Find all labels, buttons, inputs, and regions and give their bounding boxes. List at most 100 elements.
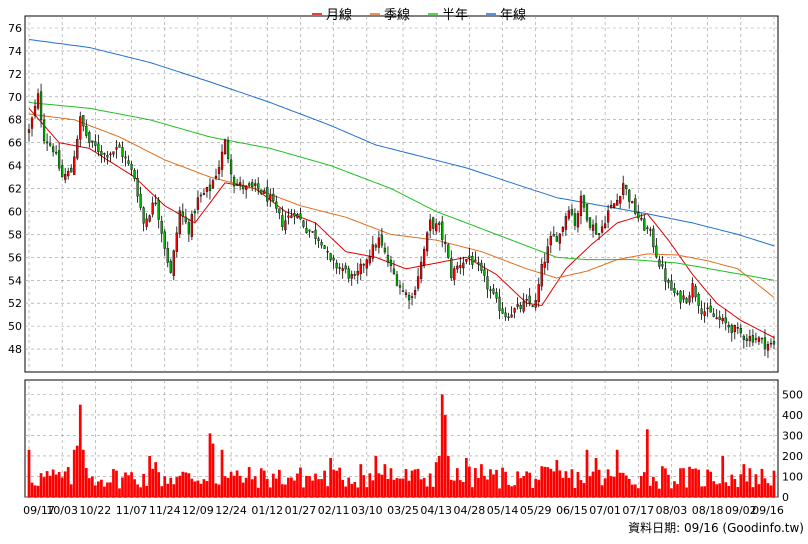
candle-144 — [462, 256, 465, 276]
volume-bar-233 — [730, 474, 734, 497]
volume-bar-25 — [103, 486, 106, 497]
candle-body — [106, 154, 109, 158]
candle-body — [429, 219, 432, 231]
candle-body — [61, 165, 64, 177]
candle-body — [570, 209, 574, 215]
candle-139 — [447, 243, 450, 259]
candle-body — [169, 260, 172, 273]
volume-bar-190 — [600, 485, 604, 497]
candle-body — [305, 227, 308, 233]
candle-body — [217, 167, 221, 174]
candle-body — [100, 151, 103, 156]
candle-body — [658, 259, 661, 267]
candle-body — [190, 214, 194, 237]
volume-bars — [27, 394, 776, 497]
candle-body — [398, 285, 402, 288]
candle-226 — [709, 298, 712, 313]
candle-33 — [127, 155, 130, 166]
volume-bar-26 — [106, 482, 109, 497]
candle-body — [537, 284, 540, 302]
volume-bar-177 — [561, 477, 565, 497]
volume-bar-209 — [658, 488, 661, 497]
candle-173 — [549, 231, 552, 254]
candle-body — [619, 196, 622, 204]
candle-209 — [658, 255, 661, 270]
volume-bar-162 — [516, 471, 519, 497]
volume-bar-87 — [290, 477, 293, 497]
candle-body — [278, 208, 281, 214]
volume-bar-152 — [486, 479, 489, 497]
price-tick-label: 70 — [8, 91, 22, 104]
candlesticks — [27, 83, 776, 359]
candle-body — [733, 325, 736, 333]
volume-bar-132 — [425, 486, 429, 497]
volume-bar-164 — [522, 476, 526, 497]
volume-bar-185 — [585, 449, 589, 497]
candle-170 — [540, 258, 543, 291]
volume-bar-215 — [676, 484, 679, 497]
candle-194 — [613, 203, 616, 209]
candle-body — [413, 290, 417, 295]
candle-body — [172, 250, 175, 276]
volume-bar-143 — [458, 480, 462, 497]
volume-bar-212 — [667, 474, 670, 497]
candle-body — [462, 262, 465, 269]
candle-174 — [552, 226, 555, 237]
volume-bar-98 — [323, 470, 326, 497]
candle-208 — [655, 238, 658, 259]
volume-bar-175 — [555, 460, 559, 497]
candle-40 — [148, 214, 151, 223]
candle-body — [124, 156, 127, 159]
candle-197 — [622, 175, 625, 200]
candle-48 — [172, 249, 175, 281]
volume-bar-243 — [760, 468, 764, 497]
volume-bar-129 — [416, 468, 420, 497]
price-tick-label: 64 — [8, 160, 22, 173]
volume-bar-197 — [621, 472, 625, 497]
candle-body — [727, 324, 730, 328]
candle-103 — [338, 263, 341, 275]
candle-7 — [48, 136, 52, 147]
volume-bar-110 — [359, 464, 363, 497]
date-tick-label: 09/02 — [725, 504, 757, 517]
candle-body — [631, 201, 634, 204]
candle-2 — [33, 99, 37, 119]
candle-body — [67, 170, 70, 177]
volume-bar-93 — [308, 476, 311, 497]
candle-133 — [429, 213, 432, 239]
volume-bar-194 — [612, 476, 616, 497]
volume-bar-172 — [546, 467, 550, 497]
volume-bar-33 — [127, 475, 130, 497]
candle-body — [139, 193, 142, 208]
volume-bar-8 — [51, 469, 55, 497]
volume-bar-57 — [199, 483, 203, 497]
candle-89 — [296, 212, 299, 219]
candle-52 — [184, 208, 187, 225]
candle-213 — [670, 274, 673, 291]
candle-body — [591, 224, 595, 231]
candle-body — [410, 296, 414, 298]
volume-bar-208 — [655, 481, 658, 497]
candle-176 — [558, 232, 561, 251]
candle-body — [561, 226, 565, 232]
candle-body — [392, 268, 396, 274]
volume-bar-35 — [133, 479, 136, 497]
candle-body — [697, 294, 700, 306]
candle-body — [435, 223, 438, 232]
candle-95 — [314, 222, 317, 245]
candle-body — [676, 292, 679, 295]
candle-38 — [142, 206, 145, 232]
candle-245 — [766, 341, 770, 359]
candle-178 — [564, 212, 568, 237]
volume-bar-45 — [163, 476, 167, 497]
volume-bar-81 — [271, 473, 275, 497]
candle-body — [763, 337, 767, 349]
candle-152 — [486, 270, 489, 298]
date-tick-label: 12/09 — [182, 504, 214, 517]
candle-body — [609, 204, 613, 209]
volume-bar-134 — [431, 486, 435, 497]
volume-bar-246 — [769, 485, 773, 497]
volume-bar-180 — [570, 469, 574, 497]
candle-175 — [555, 231, 558, 242]
volume-bar-47 — [169, 477, 173, 497]
